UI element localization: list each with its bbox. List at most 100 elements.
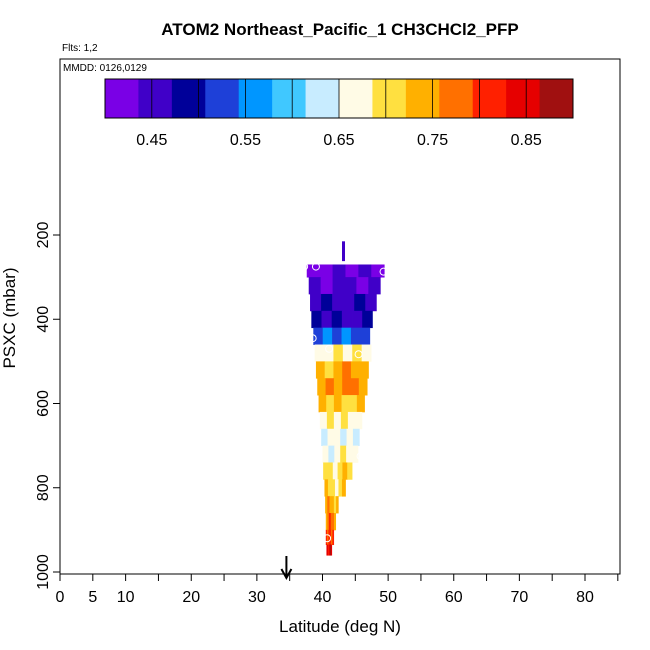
profile-cell bbox=[352, 310, 363, 329]
colorbar-frame bbox=[104, 78, 574, 119]
profile-cell bbox=[329, 496, 333, 514]
sample-point bbox=[325, 344, 334, 353]
profile-cell bbox=[324, 479, 329, 497]
profile-cell bbox=[354, 293, 366, 312]
profile-cell bbox=[328, 445, 335, 463]
profile-cell bbox=[352, 445, 359, 463]
colorbar-tick-label: 0.75 bbox=[417, 132, 448, 149]
x-tick-label: 40 bbox=[314, 589, 332, 606]
x-tick-label: 5 bbox=[88, 589, 97, 606]
profile-cell bbox=[328, 544, 330, 556]
profile-cell bbox=[308, 277, 322, 295]
profile-cell bbox=[360, 327, 371, 345]
x-tick-label: 20 bbox=[182, 589, 200, 606]
colorbar-swatch bbox=[372, 79, 407, 118]
colorbar-swatch bbox=[171, 79, 206, 118]
sample-point bbox=[311, 262, 320, 271]
profile-cell bbox=[331, 529, 333, 546]
profile-cell bbox=[328, 529, 331, 546]
profile-cell bbox=[346, 445, 353, 463]
profile-cell bbox=[371, 264, 385, 278]
profile-cell bbox=[318, 395, 327, 413]
profile-cell bbox=[325, 496, 328, 514]
profile-cell bbox=[326, 395, 335, 413]
profile-cell bbox=[325, 513, 328, 531]
profile-cell bbox=[365, 293, 377, 312]
profile-cell bbox=[332, 277, 345, 295]
profile-cell bbox=[342, 462, 348, 480]
profile-cell bbox=[350, 327, 361, 345]
profile-cell bbox=[325, 529, 328, 546]
flights-label: Flts: 1,2 bbox=[62, 43, 98, 54]
colorbar-tick-label: 0.55 bbox=[230, 132, 261, 149]
colorbar-swatch bbox=[405, 79, 440, 118]
dates-label: MMDD: 0126,0129 bbox=[63, 63, 147, 74]
x-tick-label: 70 bbox=[510, 589, 528, 606]
plot-frame bbox=[59, 58, 621, 575]
colorbar-swatch bbox=[272, 79, 307, 118]
colorbar: 0.45 0.55 0.65 0.75 0.85 bbox=[104, 78, 574, 149]
profile-cell bbox=[333, 361, 343, 379]
profile-cell bbox=[330, 544, 333, 556]
profile-cell bbox=[326, 544, 328, 556]
colorbar-swatch bbox=[439, 79, 474, 118]
profile-cell bbox=[352, 344, 363, 362]
profile-cell bbox=[327, 529, 329, 546]
sample-point bbox=[323, 534, 332, 543]
profile-cell bbox=[327, 513, 330, 531]
profile-cell bbox=[337, 462, 343, 480]
x-tick-label: 50 bbox=[379, 589, 397, 606]
latitude-marker bbox=[280, 556, 293, 581]
profile-cell bbox=[331, 496, 335, 514]
x-tick-label: 80 bbox=[576, 589, 594, 606]
colorbar-swatch bbox=[305, 79, 340, 118]
colorbar-swatch bbox=[506, 79, 541, 118]
sample-point bbox=[367, 393, 376, 402]
profile-cell bbox=[321, 310, 333, 329]
sample-point bbox=[356, 452, 365, 461]
profile-cell bbox=[321, 293, 333, 312]
profile-cell bbox=[347, 411, 356, 430]
y-tick-label: 400 bbox=[35, 306, 52, 333]
profile-cell bbox=[342, 378, 351, 396]
profile-cell bbox=[315, 361, 326, 379]
chart-title: ATOM2 Northeast_Pacific_1 CH3CHCl2_PFP bbox=[161, 20, 518, 39]
profile-cell bbox=[327, 428, 335, 447]
profile-cell bbox=[333, 344, 344, 362]
profile-cell bbox=[356, 277, 369, 295]
profile-cell bbox=[326, 411, 335, 430]
profile-cell bbox=[314, 344, 325, 362]
profile-cell bbox=[334, 479, 339, 497]
profile-cell bbox=[329, 513, 332, 531]
profile-cell bbox=[331, 479, 336, 497]
profile-cell bbox=[319, 411, 328, 430]
profile-cell bbox=[340, 428, 347, 447]
colorbar-swatch bbox=[539, 79, 574, 118]
profile-cell bbox=[319, 264, 333, 278]
profile-cell bbox=[333, 496, 337, 514]
profile-cell bbox=[317, 378, 326, 396]
colorbar-swatch bbox=[138, 79, 173, 118]
profile-cell bbox=[341, 327, 352, 345]
profile-cell bbox=[346, 428, 354, 447]
profile-cell bbox=[350, 361, 361, 379]
profile-cell bbox=[329, 544, 331, 556]
y-tick-label: 200 bbox=[35, 222, 52, 249]
y-tick-label: 1000 bbox=[35, 554, 52, 590]
marker-arrowhead bbox=[280, 568, 293, 581]
colorbar-tick-label: 0.85 bbox=[511, 132, 542, 149]
profile-cell bbox=[358, 264, 372, 278]
profile-cell bbox=[311, 310, 322, 329]
profile-cell bbox=[329, 544, 332, 556]
x-axis: 0 5 10 20 30 40 50 60 70 80 bbox=[56, 574, 619, 606]
sample-points bbox=[300, 262, 388, 543]
profile-cell bbox=[362, 310, 373, 329]
profile-cell bbox=[324, 344, 334, 362]
profile-cell bbox=[340, 411, 349, 430]
profile-cell bbox=[354, 411, 363, 430]
x-axis-label: Latitude (deg N) bbox=[279, 617, 401, 636]
profile-cell bbox=[323, 462, 329, 480]
profile-cell bbox=[340, 445, 347, 463]
